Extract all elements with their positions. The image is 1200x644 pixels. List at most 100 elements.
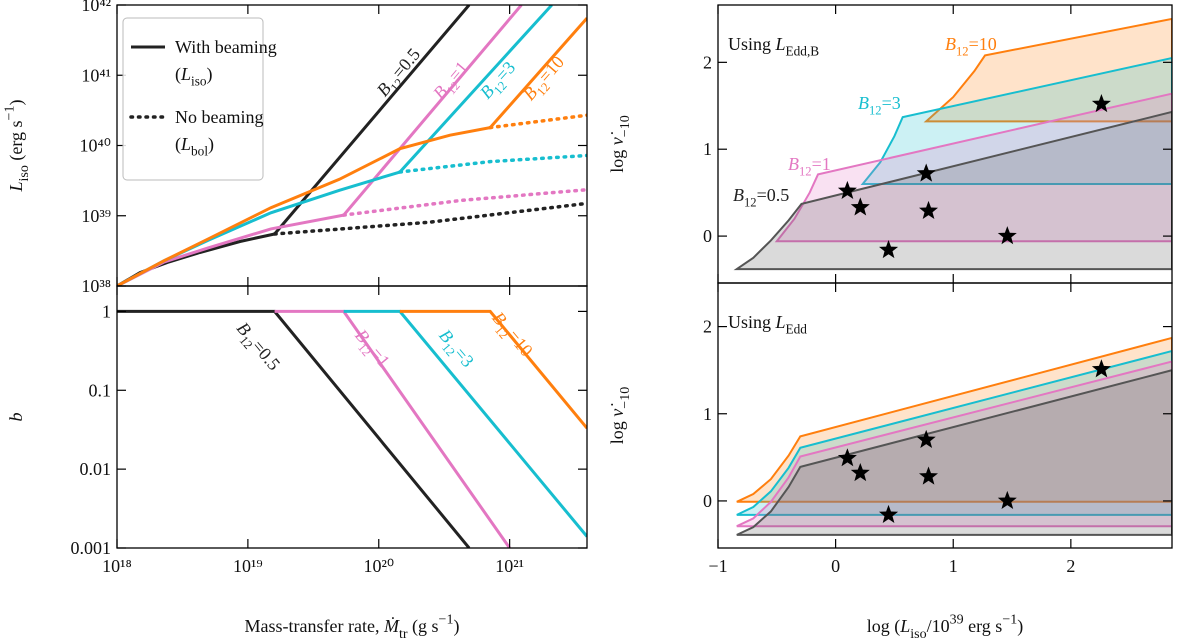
x-axis-label: Mass-transfer rate, Ṁtr (g s−1) [245,613,460,642]
text-part: (erg s [6,120,27,165]
curve-label: B12=3 [432,325,478,373]
x-tick-label: 2 [1066,556,1075,576]
region [736,360,1172,528]
series-line [488,113,587,130]
text-part: 12 [799,164,812,178]
text-part: ) [208,134,214,155]
text-part: log ( [867,616,901,637]
star-marker [1091,94,1111,113]
text-part: B [788,154,799,174]
text-part: −1 [1002,613,1017,628]
text-part: =0.5 [388,44,424,82]
y-tick-label: 10⁴¹ [81,65,111,85]
x-tick-label: 10²¹ [495,556,524,576]
text-part: =1 [812,154,831,174]
text-part: ( [175,134,181,155]
y-tick-label: 0.01 [80,459,112,479]
y-tick-label: 1 [703,404,712,424]
y-tick-label: 1 [102,301,111,321]
region [733,110,1172,271]
panel-label: Using LEdd [728,312,807,337]
legend-text: (Liso) [175,64,213,89]
y-tick-label: 10⁴⁰ [80,136,112,156]
text-part: With beaming [175,37,277,57]
star-marker [837,180,857,199]
text-part: B [733,185,744,205]
text-part: ) [6,100,27,106]
text-part: −1 [439,613,454,628]
star-marker [837,448,857,467]
curve-label: B12=1 [348,325,394,373]
y-tick-label: 0 [703,491,712,511]
text-part: −10 [618,387,633,409]
text-part: log [607,417,627,445]
text-part: 12 [869,103,882,117]
series-line [274,309,511,548]
text-part: /10 [927,616,950,636]
plot-area [117,5,587,286]
curve-label: B12=3 [858,93,901,117]
y-axis-label: b [6,413,26,422]
y-tick-label: 10³⁸ [81,276,111,296]
axes-frame [717,282,1173,549]
region [923,17,1172,123]
text-part: Edd,B [786,44,820,59]
text-part: log [607,145,627,173]
y-tick-label: 10³⁹ [81,206,111,226]
text-part: =0.5 [757,185,790,205]
star-marker [916,163,936,182]
text-part: −10 [618,115,633,137]
text-part: iso [191,74,207,89]
text-part: L [899,616,910,636]
star-marker [997,226,1017,245]
region [736,369,1172,536]
y-axis-label: Liso (erg s−1) [3,100,32,193]
star-marker [1091,359,1111,378]
text-part: L [775,312,786,332]
curve-label: B12=1 [788,154,831,178]
y-axis-label: log ν̇−10 [607,115,633,172]
y-tick-label: 0 [703,226,712,246]
curve-label: B12=10 [945,34,997,58]
y-tick-label: 10⁴² [81,0,111,15]
y-tick-label: 0.1 [89,380,112,400]
x-tick-label: 0 [831,556,840,576]
series-line [398,153,587,174]
text-part: ) [1017,616,1023,637]
star-marker [919,200,938,219]
text-part: (g s [408,616,439,637]
text-part: bol [191,144,208,159]
text-part: Using [728,312,776,332]
y-axis-label: log ν̇−10 [607,387,633,444]
y-tick-label: 0.001 [71,538,112,558]
series-line [272,201,587,236]
plot-area [117,309,587,548]
text-part: L [6,181,26,192]
text-part: iso [910,627,926,642]
x-tick-label: 10¹⁹ [233,556,263,576]
text-part: iso [17,165,32,181]
star-marker [919,466,938,485]
text-part: 12 [956,44,969,58]
text-part: −1 [3,106,18,121]
text-part: ) [453,616,459,637]
star-marker [879,240,899,259]
curve-label: B12=0.5 [733,185,789,209]
curve-label: B12=0.5 [373,44,428,103]
curve-label: B12=10 [519,52,571,107]
star-marker [850,197,870,216]
region [736,349,1172,516]
x-axis-label: log (Liso/1039 erg s−1) [867,613,1023,642]
legend: With beaming (Liso) No beaming ( Lbol) [122,17,277,181]
star-marker [879,504,899,523]
star-marker [850,463,870,482]
text-part: =3 [492,57,520,85]
text-part: B [858,93,869,113]
text-part: b [6,413,26,422]
text-part: =3 [882,93,901,113]
text-part: L [180,64,191,84]
series-line [117,17,587,286]
axes-frame [116,285,588,549]
text-part: No beaming [175,107,263,127]
